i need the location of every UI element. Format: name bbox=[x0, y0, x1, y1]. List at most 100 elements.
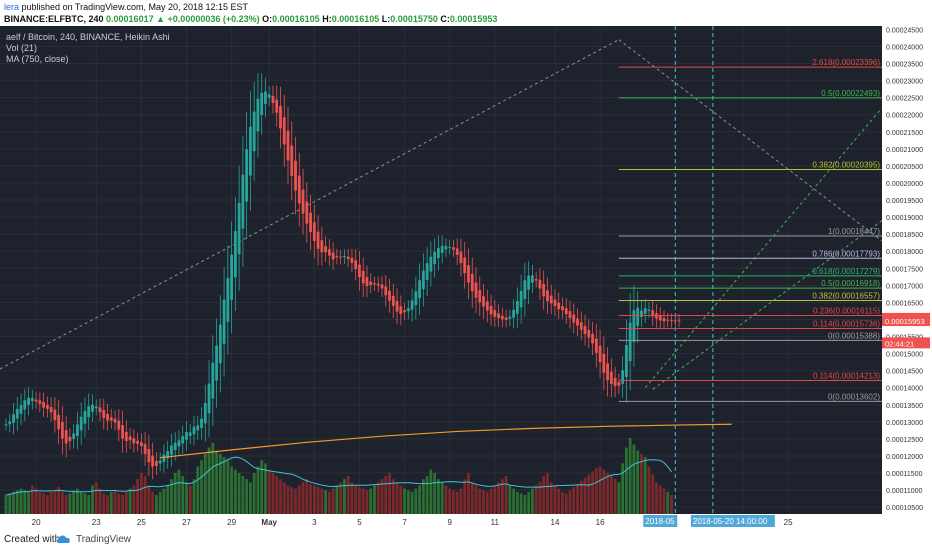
volume-bar bbox=[485, 491, 489, 514]
volume-bar bbox=[662, 488, 666, 514]
candle-body bbox=[632, 310, 636, 342]
time-marker-label: 2018-05 bbox=[645, 517, 675, 526]
candle-body bbox=[38, 400, 42, 404]
candle-body bbox=[418, 280, 421, 299]
tradingview-brand[interactable]: TradingView bbox=[76, 534, 132, 545]
volume-bar bbox=[139, 472, 143, 514]
price-tick-label: 0.00022000 bbox=[886, 113, 923, 120]
fib-label: 0.114(0.00015736) bbox=[813, 319, 880, 328]
volume-bar bbox=[72, 490, 76, 514]
volume-bar bbox=[76, 488, 79, 514]
candle-body bbox=[290, 145, 294, 176]
volume-bar bbox=[670, 495, 673, 514]
time-tick-label: 14 bbox=[551, 518, 560, 527]
volume-bar bbox=[53, 490, 57, 514]
volume-bar bbox=[549, 482, 553, 514]
price-tick-label: 0.00018000 bbox=[886, 249, 923, 256]
volume-bar bbox=[463, 479, 467, 514]
candle-body bbox=[309, 212, 312, 233]
time-marker-label: 2018-05-20 14:00:00 bbox=[693, 517, 768, 526]
candle-body bbox=[166, 451, 170, 459]
volume-bar bbox=[519, 493, 523, 514]
volume-bar bbox=[512, 488, 515, 514]
chart-panel[interactable]: 2.618(0.00023396) 0.5(0.00022493) 0.382(0.… bbox=[0, 26, 932, 530]
candle-body bbox=[256, 98, 260, 132]
candle-body bbox=[34, 399, 38, 402]
volume-bar bbox=[455, 491, 459, 514]
fib-label: 0(0.00015388) bbox=[828, 331, 880, 340]
volume-bar bbox=[343, 479, 346, 514]
volume-bar bbox=[335, 485, 339, 514]
price-chart[interactable]: 2.618(0.00023396) 0.5(0.00022493) 0.382(0.… bbox=[0, 26, 932, 530]
candle-body bbox=[27, 397, 30, 405]
fib-label: 0.382(0.00016557) bbox=[812, 291, 880, 300]
volume-bar bbox=[388, 472, 391, 514]
candle-body bbox=[444, 246, 448, 250]
candle-body bbox=[121, 425, 124, 439]
volume-bar bbox=[433, 472, 437, 514]
candle-body bbox=[459, 251, 463, 264]
volume-bar bbox=[658, 485, 662, 514]
candle-body bbox=[218, 324, 222, 364]
candle-body bbox=[579, 322, 583, 330]
candle-body bbox=[23, 400, 27, 410]
candle-body bbox=[410, 300, 414, 310]
candle-body bbox=[327, 249, 331, 256]
volume-bar bbox=[643, 457, 647, 514]
candle-body bbox=[4, 424, 8, 426]
volume-bar bbox=[591, 471, 594, 514]
volume-bar bbox=[158, 491, 162, 514]
time-tick-label: 16 bbox=[596, 518, 605, 527]
candle-body bbox=[339, 256, 343, 258]
candle-body bbox=[203, 403, 207, 424]
candle-body bbox=[380, 284, 384, 289]
time-tick-label: 23 bbox=[92, 518, 101, 527]
volume-bar bbox=[230, 466, 233, 514]
candle-body bbox=[279, 106, 282, 129]
price-tick-label: 0.00017500 bbox=[886, 266, 923, 273]
volume-bar bbox=[282, 482, 286, 514]
volume-bar bbox=[474, 485, 478, 514]
candle-body bbox=[391, 295, 395, 306]
candle-body bbox=[8, 421, 12, 425]
candle-body bbox=[343, 256, 346, 258]
candle-body bbox=[617, 381, 621, 386]
author-link[interactable]: lera bbox=[4, 2, 20, 12]
channel-line-lower bbox=[652, 220, 883, 390]
trendline-down bbox=[618, 39, 883, 242]
candle-body bbox=[361, 270, 365, 284]
candle-body bbox=[531, 275, 534, 283]
volume-bar bbox=[384, 476, 388, 514]
volume-bar bbox=[440, 482, 444, 514]
volume-bar bbox=[305, 479, 309, 514]
volume-bar bbox=[452, 490, 455, 514]
volume-bar bbox=[576, 483, 579, 514]
volume-bar bbox=[237, 472, 241, 514]
volume-bar bbox=[429, 469, 433, 514]
price-tick-label: 0.00024000 bbox=[886, 44, 923, 51]
candle-body bbox=[557, 302, 561, 310]
volume-bar bbox=[327, 491, 331, 514]
volume-bar bbox=[45, 495, 49, 514]
candle-body bbox=[640, 310, 643, 317]
publish-line: lera published on TradingView.com, May 2… bbox=[4, 2, 248, 12]
price-tick-label: 0.00021000 bbox=[886, 147, 923, 154]
candle-body bbox=[673, 320, 677, 322]
volume-bar bbox=[373, 485, 376, 514]
time-tick-label: 7 bbox=[402, 518, 407, 527]
volume-bar bbox=[500, 479, 504, 514]
price-tick-label: 0.00023000 bbox=[886, 79, 923, 86]
candle-body bbox=[76, 424, 79, 437]
candle-body bbox=[515, 301, 519, 314]
candle-body bbox=[647, 309, 651, 312]
candle-body bbox=[181, 436, 185, 444]
candle-body bbox=[335, 255, 339, 258]
volume-bar bbox=[602, 469, 606, 514]
volume-bar bbox=[421, 479, 425, 514]
volume-bar bbox=[606, 472, 609, 514]
candle-body bbox=[512, 309, 515, 318]
symbol-ohlc-line: BINANCE:ELFBTC, 240 0.00016017 ▲ +0.0000… bbox=[4, 14, 497, 24]
candle-body bbox=[519, 290, 523, 308]
fib-label: 0.5(0.00022493) bbox=[821, 89, 880, 98]
moving-average bbox=[160, 423, 732, 459]
